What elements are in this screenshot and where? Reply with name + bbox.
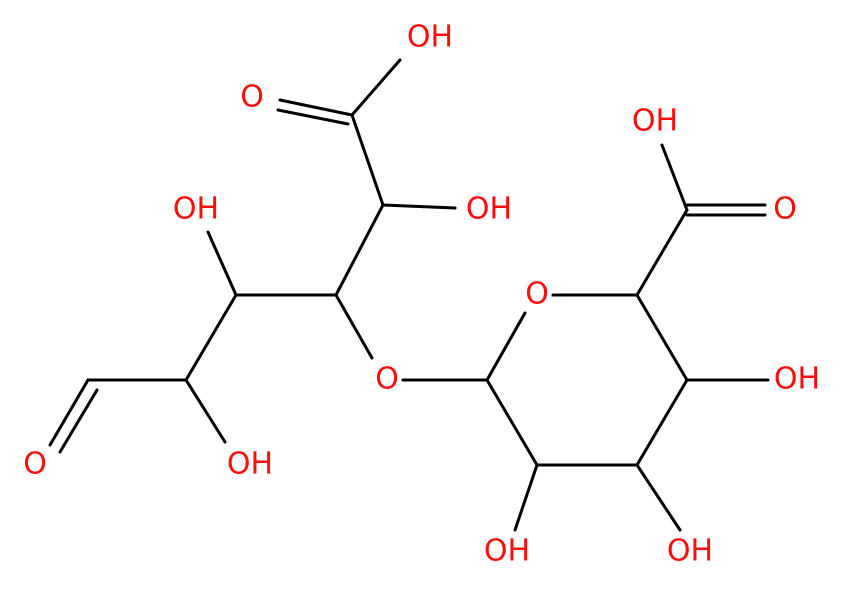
atom-label: OH (667, 534, 713, 569)
atom-label: O (23, 447, 47, 482)
atom-label: OH (173, 192, 219, 227)
atom-label: O (773, 192, 797, 227)
atom-label: O (240, 80, 264, 115)
atom-label: O (375, 362, 399, 397)
atom-label: O (525, 277, 549, 312)
atom-label: OH (774, 362, 820, 397)
atom-label: OH (466, 192, 512, 227)
atom-label: OH (227, 447, 273, 482)
atom-label: OH (484, 534, 530, 569)
atom-label: OH (407, 20, 453, 55)
atom-label: OH (632, 104, 678, 139)
bonds (48, 58, 770, 532)
